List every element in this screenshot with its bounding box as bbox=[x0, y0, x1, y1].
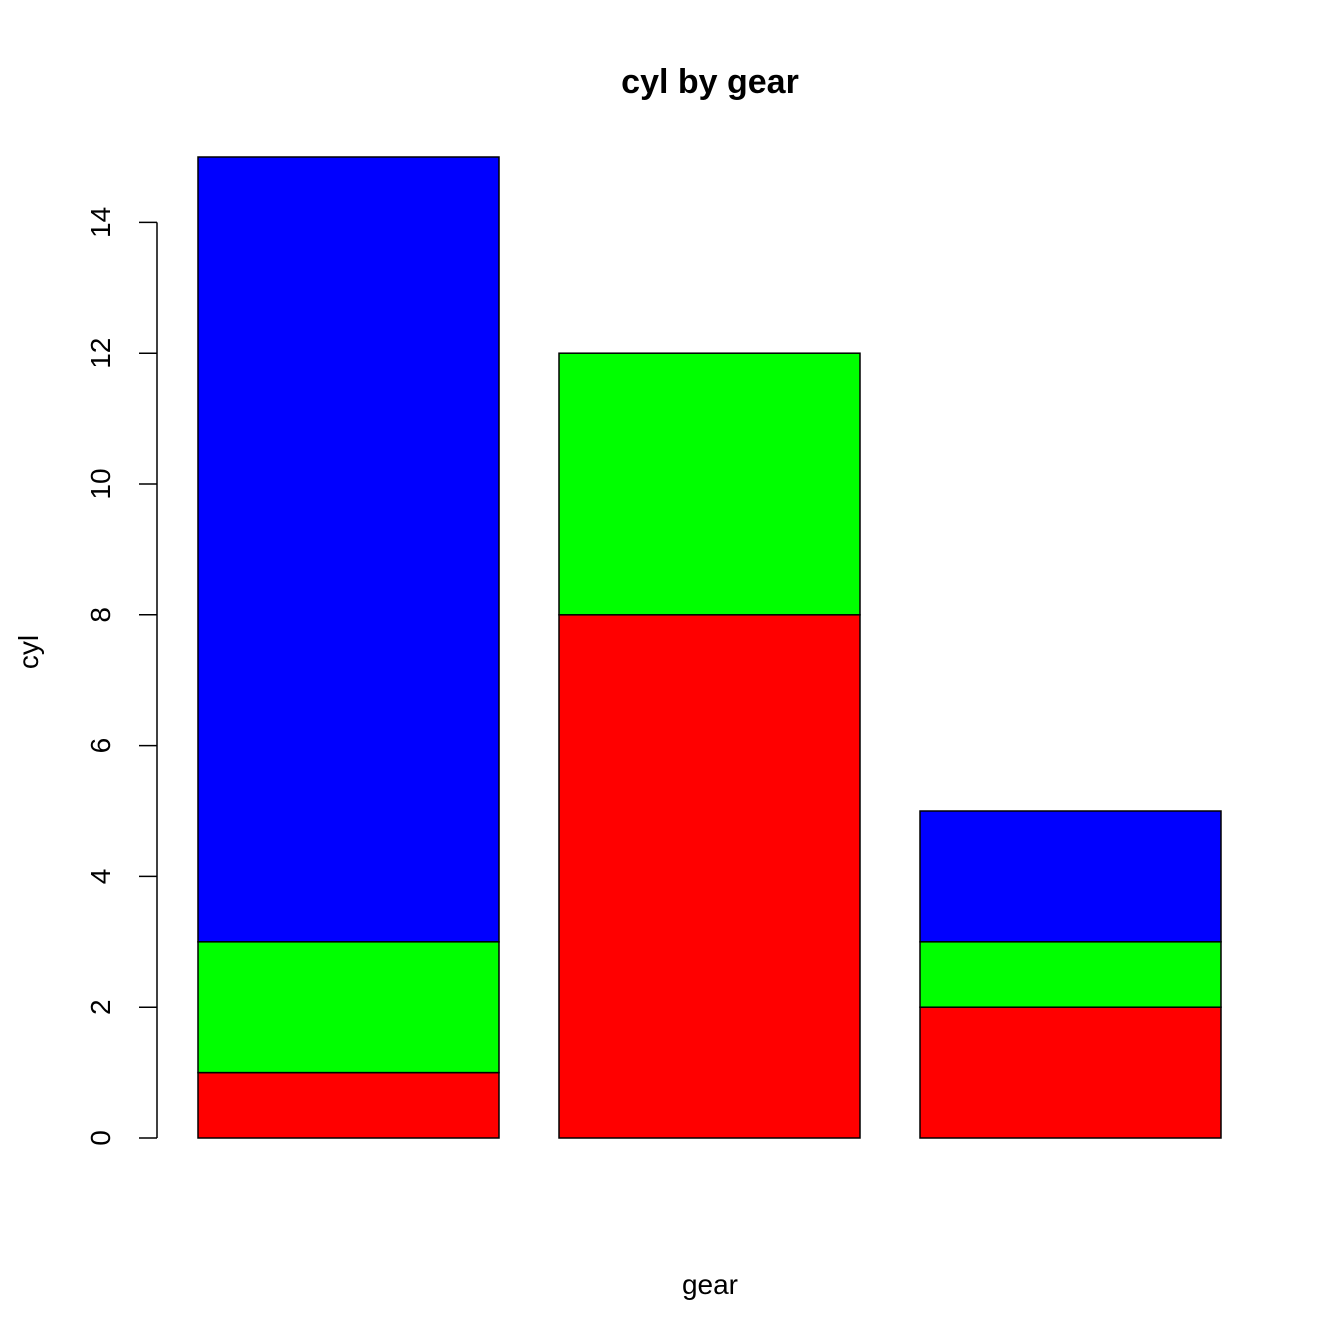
bar-1-segment-3 bbox=[198, 157, 499, 942]
y-axis-label: cyl bbox=[13, 635, 44, 669]
y-tick-label-14: 14 bbox=[85, 207, 116, 238]
y-tick-label-10: 10 bbox=[85, 468, 116, 499]
bar-1-segment-2 bbox=[198, 942, 499, 1073]
bar-2-segment-1 bbox=[559, 615, 860, 1138]
bar-3-segment-3 bbox=[920, 811, 1221, 942]
y-tick-label-2: 2 bbox=[85, 999, 116, 1015]
y-tick-label-4: 4 bbox=[85, 869, 116, 885]
bar-3-segment-1 bbox=[920, 1007, 1221, 1138]
bar-3-segment-2 bbox=[920, 942, 1221, 1007]
y-tick-label-12: 12 bbox=[85, 338, 116, 369]
y-tick-label-6: 6 bbox=[85, 738, 116, 754]
y-axis: 0 2 4 6 8 10 12 14 bbox=[85, 207, 157, 1146]
x-axis-label: gear bbox=[682, 1269, 738, 1300]
chart-title: cyl by gear bbox=[621, 63, 799, 101]
bar-1-segment-1 bbox=[198, 1073, 499, 1138]
bar-2-segment-2 bbox=[559, 353, 860, 615]
y-tick-label-0: 0 bbox=[85, 1130, 116, 1146]
y-tick-label-8: 8 bbox=[85, 607, 116, 623]
bars-group bbox=[198, 157, 1221, 1138]
